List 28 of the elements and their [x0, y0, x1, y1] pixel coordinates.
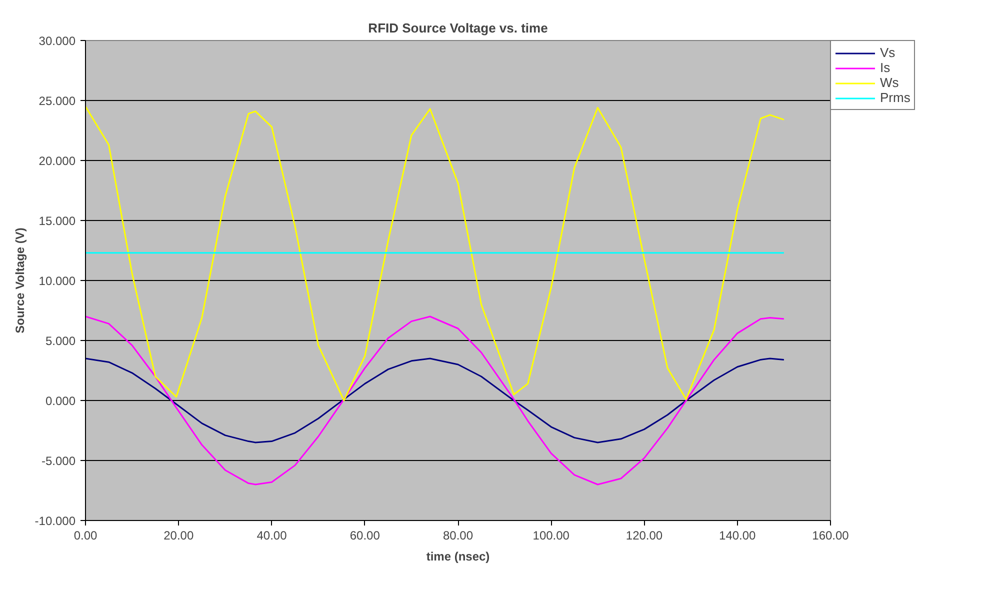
legend-label: Is [880, 60, 892, 75]
legend-label: Vs [880, 45, 896, 60]
line-series [86, 106, 785, 402]
line-series [86, 358, 785, 444]
line-series [86, 316, 785, 486]
x-tick-label: 120.00 [626, 528, 663, 542]
x-tick-label: 140.00 [719, 528, 756, 542]
x-tick-label: 40.00 [256, 528, 288, 542]
y-tick-label: -5.000 [41, 454, 76, 468]
y-axis-title: Source Voltage (V) [12, 228, 27, 334]
y-tick-label: 10.000 [38, 274, 76, 288]
legend-label: Ws [880, 75, 900, 90]
legend-label: Prms [880, 90, 910, 105]
y-tick-label: -10.000 [34, 514, 76, 528]
x-tick-label: 160.00 [812, 528, 850, 542]
x-tick-label: 100.00 [532, 528, 570, 542]
x-tick-label: 80.00 [442, 528, 474, 542]
y-tick-label: 20.000 [38, 154, 76, 168]
y-tick-label: 15.000 [38, 214, 76, 228]
y-tick-label: 30.000 [38, 34, 76, 48]
chart-title: RFID Source Voltage vs. time [368, 20, 548, 36]
x-axis-title: time (nsec) [426, 550, 490, 564]
y-tick-label: 25.000 [38, 94, 76, 108]
y-tick-label: 0.000 [45, 394, 76, 408]
x-tick-label: 60.00 [350, 528, 380, 542]
x-tick-label: 0.00 [74, 528, 98, 542]
x-tick-label: 20.00 [164, 528, 194, 542]
y-tick-label: 5.000 [45, 334, 76, 348]
